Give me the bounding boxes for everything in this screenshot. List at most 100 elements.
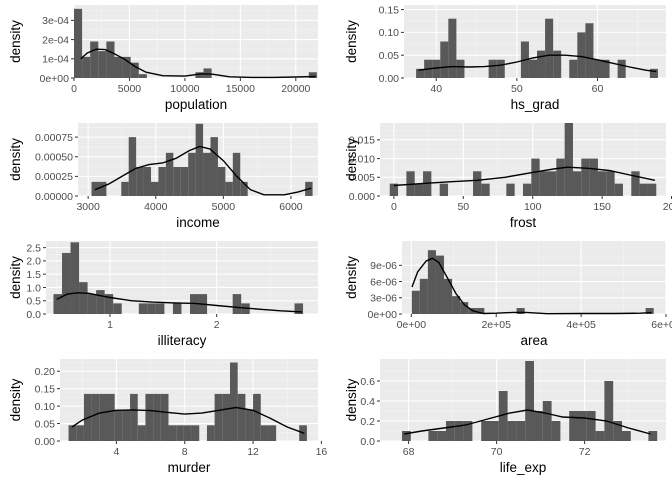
histogram-bar: [649, 68, 658, 78]
histogram-bar: [488, 59, 497, 78]
histogram-bar: [240, 181, 248, 196]
y-tick-label: 9e-06: [370, 260, 397, 272]
histogram-bar: [104, 294, 114, 314]
histogram-bar: [542, 401, 552, 441]
y-tick-label: 0.15: [379, 4, 400, 16]
histogram-bar: [191, 425, 200, 441]
histogram-bar: [597, 171, 607, 196]
histogram-bar: [145, 393, 154, 441]
x-tick-label: 15000: [226, 83, 255, 95]
y-tick-label: 0.5: [26, 296, 41, 308]
histogram-bar: [577, 32, 586, 78]
histogram-bar: [476, 308, 485, 314]
x-tick-label: 10000: [170, 83, 199, 95]
histogram-bar: [206, 425, 215, 441]
y-axis-title: density: [344, 20, 359, 63]
y-tick-label: 0.015: [349, 135, 375, 147]
histogram-bar: [203, 152, 211, 196]
histogram-bar: [245, 409, 254, 441]
x-tick-label: 4000: [144, 201, 168, 213]
y-tick-label: 0.05: [379, 50, 400, 62]
y-tick-label: 0.10: [35, 401, 56, 413]
histogram-bar: [414, 183, 424, 196]
y-tick-label: 0.15: [35, 383, 56, 395]
histogram-bar: [556, 158, 565, 196]
y-tick-label: 3e-04: [42, 15, 69, 27]
histogram-bar: [454, 421, 464, 441]
x-tick-label: 1: [107, 319, 113, 331]
y-tick-label: 6e-06: [370, 276, 397, 288]
histogram-bar: [230, 362, 238, 441]
histogram-bar: [564, 123, 573, 196]
histogram-bar: [128, 137, 137, 196]
x-tick-label: 40: [430, 83, 442, 95]
y-axis-title: density: [8, 256, 23, 299]
histogram-bar: [639, 183, 648, 196]
histogram-bar: [76, 425, 84, 441]
histogram-bar: [253, 393, 261, 441]
histogram-bar: [595, 431, 605, 441]
histogram-bar: [545, 18, 554, 78]
histogram-bar: [106, 393, 115, 441]
histogram-bar: [631, 171, 640, 196]
histogram-bar: [446, 421, 455, 441]
histogram-bar: [114, 56, 123, 78]
x-axis-title: life_exp: [500, 460, 547, 475]
y-tick-label: 2.0: [26, 256, 41, 268]
histogram-bar: [389, 183, 399, 196]
y-tick-label: 0.4: [360, 396, 375, 408]
density-curve: [393, 166, 656, 187]
histogram-bar: [138, 303, 148, 314]
histogram-bar: [106, 41, 115, 78]
x-tick-label: 0: [71, 83, 77, 95]
y-tick-label: 0.000: [349, 191, 375, 203]
y-tick-label: 0.00050: [35, 152, 73, 164]
x-tick-label: 5000: [118, 83, 142, 95]
panel-area: 0e+00 2e+05 4e+05 6e+05 0e+00 3e-06 6e-06 9e-06…: [344, 241, 672, 348]
histogram-bar: [604, 381, 614, 441]
histogram-bar: [260, 425, 269, 441]
x-axis-title: illiteracy: [158, 333, 207, 348]
y-tick-label: 0.0: [360, 436, 375, 448]
y-tick-label: 0.00000: [35, 191, 73, 203]
histogram-bar: [481, 183, 490, 196]
histogram-bar: [498, 391, 508, 441]
histogram-bar: [460, 302, 469, 314]
y-tick-label: 0.005: [349, 172, 375, 184]
density-curve: [56, 292, 303, 313]
x-axis-title: area: [520, 333, 548, 348]
histogram-bar: [195, 123, 204, 196]
y-tick-label: 2e-04: [42, 34, 69, 46]
histogram-bar: [222, 393, 231, 441]
histogram-bar: [62, 252, 71, 314]
x-tick-label: 4e+05: [566, 319, 596, 331]
y-tick-label: 0.00025: [35, 171, 73, 183]
histogram-bar: [203, 68, 212, 78]
histogram-bar: [614, 183, 623, 196]
histogram-bar: [507, 421, 517, 441]
x-axis-title: frost: [510, 215, 537, 230]
histogram-bar: [137, 425, 146, 441]
histogram-bar: [225, 181, 233, 196]
histogram-bar: [452, 296, 461, 314]
x-tick-label: 68: [403, 446, 415, 458]
x-tick-label: 16: [316, 446, 328, 458]
x-tick-label: 70: [491, 446, 503, 458]
y-tick-label: 2.5: [26, 242, 41, 254]
histogram-bar: [237, 393, 246, 441]
histogram-bar: [153, 393, 161, 441]
histogram-bar: [87, 294, 97, 314]
y-tick-label: 0e+00: [40, 73, 70, 85]
histogram-bar: [613, 421, 622, 441]
histogram-bar: [53, 294, 62, 314]
y-tick-label: 1e-04: [42, 54, 69, 66]
histogram-bar: [537, 50, 546, 78]
histogram-bar: [188, 152, 196, 196]
histogram-bar: [506, 183, 515, 196]
x-tick-label: 50: [511, 83, 523, 95]
histogram-bar: [210, 137, 218, 196]
histogram-bar: [419, 278, 428, 314]
x-tick-label: 50: [457, 201, 469, 213]
x-tick-label: 0e+00: [397, 319, 427, 331]
histogram-bar: [82, 56, 91, 78]
